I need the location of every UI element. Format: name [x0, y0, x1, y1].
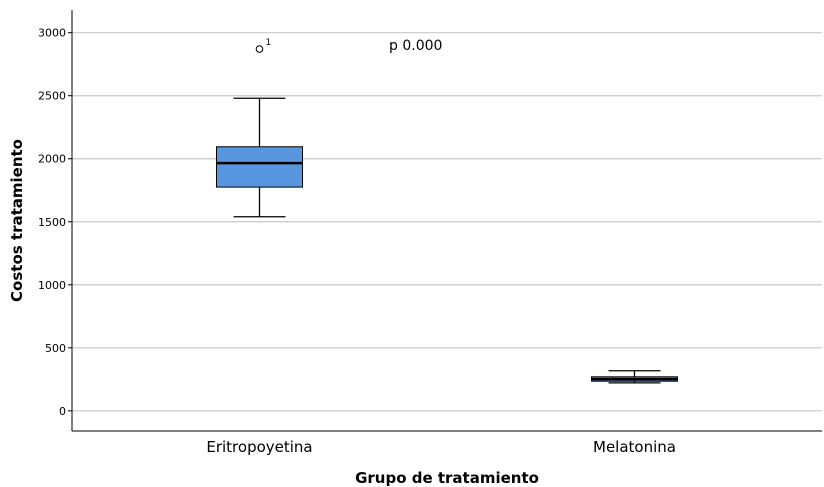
outlier-point — [255, 45, 264, 53]
p-value-annotation: p 0.000 — [389, 38, 442, 54]
x-axis-categories: Eritropoyetina Melatonina — [206, 438, 676, 456]
outlier-label: 1 — [266, 38, 272, 48]
y-tick-label: 500 — [45, 342, 66, 355]
y-tick-label: 2000 — [38, 153, 66, 166]
y-axis-title: Costos tratamiento — [8, 139, 26, 302]
y-tick-label: 2500 — [38, 90, 66, 103]
box-melatonina — [591, 370, 678, 384]
x-category-label: Melatonina — [593, 438, 676, 456]
x-axis-title: Grupo de tratamiento — [355, 469, 539, 487]
y-axis-ticks: 0 500 1000 1500 2000 2500 3000 — [38, 27, 72, 418]
box-eritropoyetina: 1 — [216, 38, 303, 218]
x-category-label: Eritropoyetina — [206, 438, 312, 456]
box-series: 1 — [216, 38, 678, 384]
grid-lines — [72, 32, 822, 412]
y-tick-label: 1500 — [38, 216, 66, 229]
y-tick-label: 1000 — [38, 279, 66, 292]
iqr-box — [216, 146, 303, 188]
y-tick-label: 0 — [59, 405, 66, 418]
y-tick-label: 3000 — [38, 27, 66, 40]
